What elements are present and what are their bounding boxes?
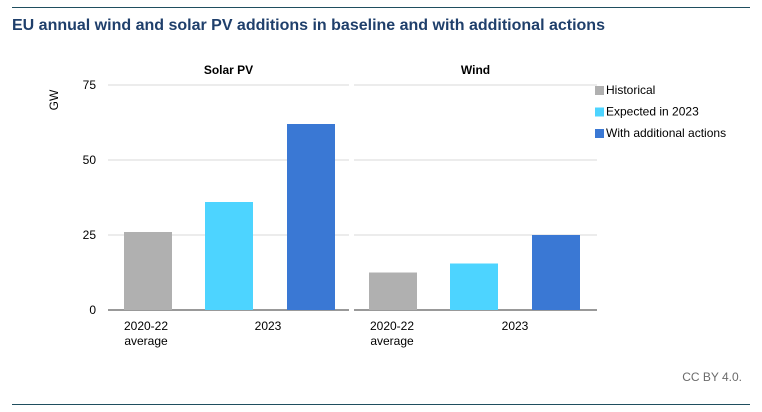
legend-item: Historical [595, 83, 655, 97]
panel-solar-pv: Solar PV 2020-22 average 2023 [108, 63, 349, 348]
legend-swatch [595, 129, 604, 138]
category-label: 2023 [255, 319, 282, 333]
legend-label: With additional actions [606, 126, 726, 140]
legend-label: Historical [606, 83, 655, 97]
bar-expected-in-2023 [205, 202, 253, 310]
top-rule [12, 7, 750, 8]
y-tick-label: 0 [89, 303, 96, 317]
legend-item: Expected in 2023 [595, 105, 699, 119]
panel-title: Wind [461, 63, 490, 77]
y-tick-label: 50 [83, 153, 97, 167]
panel-wind: Wind 2020-22 average 2023 [354, 63, 597, 348]
y-tick-label: 75 [83, 78, 97, 92]
bottom-rule [12, 404, 750, 405]
legend-swatch [595, 107, 604, 117]
chart-panels: Solar PV 2020-22 average 2023 Wind 2020-22 ave… [108, 63, 597, 348]
y-axis-label: GW [47, 89, 61, 110]
bar-historical [369, 272, 417, 310]
license-credit: CC BY 4.0. [682, 370, 742, 384]
legend-label: Expected in 2023 [606, 105, 699, 119]
bar-historical [124, 232, 172, 310]
panel-title: Solar PV [204, 63, 253, 77]
y-tick-label: 25 [83, 228, 97, 242]
legend: Historical Expected in 2023 With additiona… [595, 83, 726, 140]
y-axis-label-group: GW [47, 89, 61, 110]
category-label: 2023 [502, 319, 529, 333]
bar-expected-in-2023 [450, 263, 498, 310]
legend-item: With additional actions [595, 126, 726, 140]
bar-with-additional-actions [287, 124, 335, 310]
category-label: 2020-22 average [370, 319, 414, 348]
category-label: 2020-22 average [124, 319, 168, 348]
y-axis-ticks: 0 25 50 75 [83, 78, 97, 317]
chart-title: EU annual wind and solar PV additions in… [12, 17, 605, 34]
legend-swatch [595, 86, 604, 95]
bar-with-additional-actions [532, 235, 580, 310]
